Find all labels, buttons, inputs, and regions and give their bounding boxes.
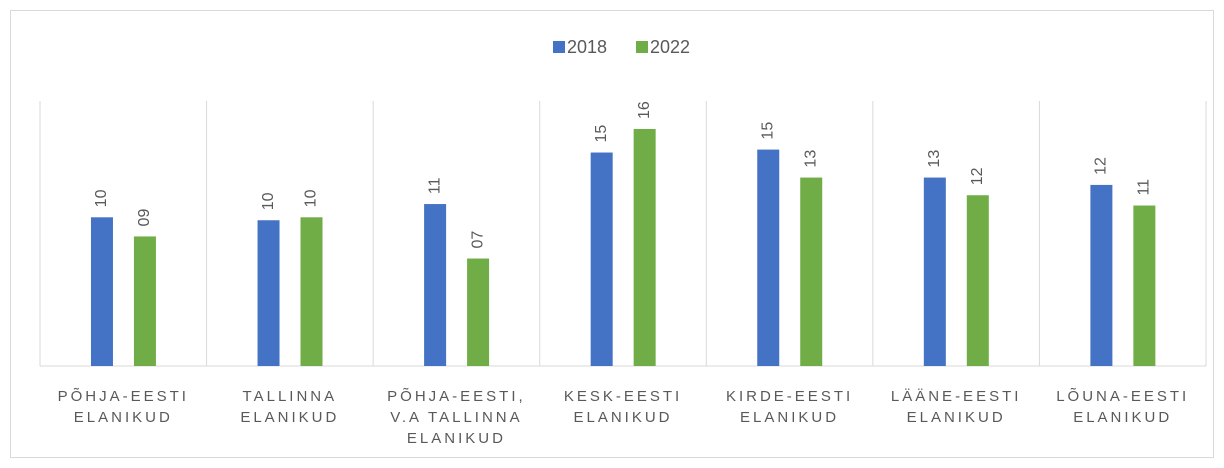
legend-swatch bbox=[636, 41, 648, 53]
data-label: 15 bbox=[593, 125, 610, 143]
legend-swatch bbox=[553, 41, 565, 53]
data-label: 11 bbox=[426, 177, 443, 194]
legend-label: 2022 bbox=[650, 37, 690, 57]
bar bbox=[1133, 205, 1156, 366]
data-label: 07 bbox=[469, 231, 486, 249]
data-label: 10 bbox=[93, 189, 110, 207]
data-label: 10 bbox=[303, 189, 320, 207]
x-tick-label: LÕUNA-EESTI ELANIKUD bbox=[1056, 388, 1190, 426]
bar bbox=[257, 220, 280, 366]
legend-label: 2018 bbox=[567, 37, 607, 57]
data-label: 11 bbox=[1136, 179, 1153, 196]
bar bbox=[424, 204, 447, 366]
bar bbox=[923, 177, 946, 366]
chart-frame bbox=[10, 10, 1214, 458]
x-tick-label: PÕHJA-EESTI ELANIKUD bbox=[57, 388, 189, 426]
data-label: 13 bbox=[802, 150, 819, 168]
bar bbox=[966, 195, 989, 366]
bar bbox=[133, 236, 156, 366]
bar bbox=[633, 128, 656, 366]
bar bbox=[467, 258, 490, 366]
x-tick-label: KIRDE-EESTI ELANIKUD bbox=[725, 388, 854, 426]
x-tick-label: KESK-EESTI ELANIKUD bbox=[563, 388, 683, 426]
data-label: 16 bbox=[636, 101, 653, 119]
bar bbox=[757, 149, 780, 366]
x-tick-label: TALLINNA ELANIKUD bbox=[240, 388, 340, 426]
data-label: 09 bbox=[136, 209, 153, 227]
data-label: 12 bbox=[1093, 157, 1110, 175]
bar bbox=[90, 217, 113, 366]
bar bbox=[800, 177, 823, 366]
x-tick-label: LÄÄNE-EESTI ELANIKUD bbox=[890, 388, 1022, 426]
data-label: 10 bbox=[260, 192, 277, 210]
data-label: 12 bbox=[969, 167, 986, 185]
data-label: 15 bbox=[759, 122, 776, 140]
bar bbox=[300, 217, 323, 366]
bar bbox=[590, 152, 613, 366]
bar bbox=[1090, 184, 1113, 366]
data-label: 13 bbox=[926, 150, 943, 168]
x-tick-label: PÕHJA-EESTI, V.A TALLINNA ELANIKUD bbox=[387, 388, 526, 447]
